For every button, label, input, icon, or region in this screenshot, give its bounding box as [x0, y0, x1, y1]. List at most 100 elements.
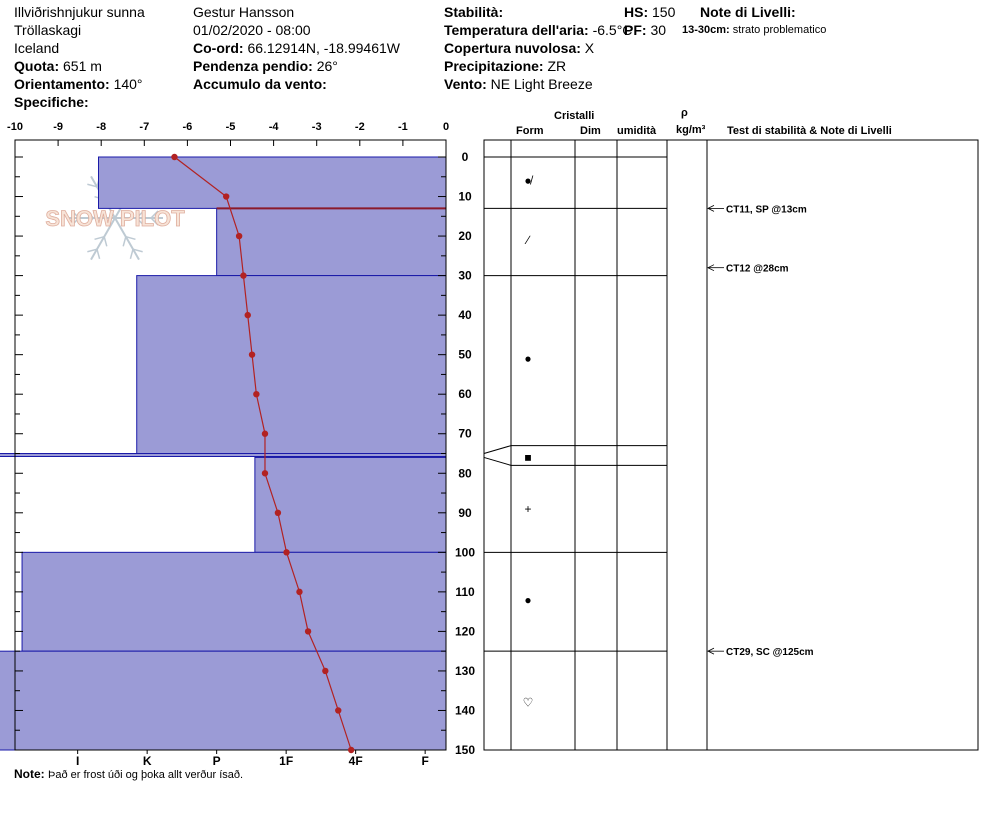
temp-tick-label: -5 [226, 121, 236, 133]
temperature-line [174, 156, 352, 751]
grain-form-symbol: ♡ [523, 696, 534, 710]
hs-value: 150 [652, 4, 676, 20]
note-livelli-label: Note di Livelli: [700, 4, 796, 20]
depth-tick-label: 0 [462, 150, 469, 164]
layer-columns: ●̸ ∕ ● ■ + ● ♡ CT11, SP @13cm CT12 @28cm CT29, SC… [483, 139, 979, 751]
depth-tick-label: 110 [455, 585, 475, 599]
snowflake-branch [94, 235, 105, 241]
thin-layer-connector [483, 456, 512, 466]
col-form: Form [516, 125, 544, 137]
depth-tick-label: 120 [455, 624, 475, 638]
snowflake-branch [85, 210, 94, 219]
depth-tick-label: 10 [458, 190, 472, 204]
thin-layer-connector [483, 445, 512, 454]
snowflake-branch [136, 217, 145, 226]
vento-value: NE Light Breeze [490, 76, 593, 92]
temp-label: Temperatura dell'aria: [444, 22, 589, 38]
note-text: Það er frost úði og þoka allt verður ísa… [48, 769, 244, 781]
copertura-value: X [584, 40, 595, 56]
layer-note: 13-30cm: strato problematico [682, 25, 826, 36]
grain-form-symbol: ●̸ [524, 174, 533, 188]
grain-form-symbol: ■ [524, 450, 531, 464]
snowflake-branch [96, 248, 101, 260]
temperature-point [244, 311, 251, 319]
layer-note-range: 13-30cm: [682, 24, 730, 36]
hardness-layer [0, 650, 447, 751]
depth-tick-label: 70 [458, 427, 472, 441]
wind: Vento: NE Light Breeze [444, 77, 593, 91]
precip-value: ZR [547, 58, 567, 74]
temperature-point [296, 588, 303, 596]
precipitation: Precipitazione: ZR [444, 59, 566, 73]
temperature-point [235, 232, 243, 240]
note-label: Note: [14, 767, 45, 781]
temperature-point [274, 509, 282, 516]
hardness-layer [254, 456, 447, 553]
cloud-cover: Copertura nuvolosa: X [444, 41, 594, 55]
hardness-tick-label: I [76, 754, 79, 768]
footer-note: Note: Það er frost úði og þoka allt verð… [14, 768, 243, 781]
temp-tick-label: -6 [183, 121, 193, 133]
snowflake-branch [87, 183, 98, 188]
pf-label: PF: [624, 22, 647, 38]
aspect: Orientamento: 140° [14, 77, 143, 91]
snowflake-branch [122, 236, 127, 247]
temperature-point [283, 549, 290, 556]
observation-datetime: 01/02/2020 - 08:00 [193, 22, 311, 38]
temp-tick-label: -10 [7, 121, 23, 133]
temp-tick-label: -4 [269, 121, 280, 133]
hardness-tick-label: 1F [279, 754, 293, 768]
snowflake-branch [71, 217, 80, 226]
temp-tick-label: -7 [139, 121, 149, 133]
quota-label: Quota: [14, 58, 60, 74]
snowflake-arm [90, 217, 116, 261]
temperature-point [347, 746, 355, 754]
col-umidita: umidità [617, 125, 657, 137]
stability-test-label: CT12 @28cm [726, 264, 789, 275]
test-arrow-head [707, 647, 715, 655]
right-frame [483, 139, 979, 751]
coord-value: 66.12914N, -18.99461W [247, 40, 400, 56]
grain-form-symbol: ● [524, 593, 531, 607]
pendenza-label: Pendenza pendio: [193, 58, 313, 74]
country-name: Iceland [14, 40, 60, 56]
depth-tick-label: 40 [458, 308, 472, 322]
hardness-layer [0, 453, 447, 457]
grain-form-symbol: + [524, 502, 531, 516]
region-name: Tröllaskagi [14, 22, 82, 38]
col-cristalli: Cristalli [554, 110, 595, 122]
pf-value: 30 [650, 22, 667, 38]
vento-label: Vento: [444, 76, 487, 92]
snowflake-branch [150, 217, 159, 226]
col-tests-notes: Test di stabilità & Note di Livelli [727, 125, 892, 137]
temperature-point [253, 391, 260, 398]
elevation: Quota: 651 m [14, 59, 102, 73]
temp-tick-label: -9 [53, 121, 63, 133]
depth-tick-label: 100 [455, 545, 475, 559]
temperature-point [261, 430, 269, 437]
slope-angle: Pendenza pendio: 26° [193, 59, 338, 73]
temperature-point [240, 272, 247, 279]
stability-test-label: CT11, SP @13cm [726, 204, 807, 215]
layer-note-text: strato problematico [732, 24, 827, 36]
precip-label: Precipitazione: [444, 58, 544, 74]
temp-tick-label: -2 [355, 121, 365, 133]
snowflake-branch [129, 248, 134, 260]
coord-label: Co-ord: [193, 40, 244, 56]
depth-tick-label: 60 [458, 387, 472, 401]
stabilita-label: Stabilità: [444, 4, 504, 20]
hardness-tick-label: 4F [349, 754, 363, 768]
depth-tick-label: 80 [458, 466, 472, 480]
orient-value: 140° [113, 76, 143, 92]
hs-label: HS: [624, 4, 649, 20]
temperature-point [222, 193, 230, 200]
coordinates: Co-ord: 66.12914N, -18.99461W [193, 41, 400, 55]
depth-tick-label: 30 [458, 269, 472, 283]
location-name: Illviðrishnjukur sunna [14, 4, 145, 20]
hardness-layers [0, 156, 447, 751]
temp-tick-label: -1 [398, 121, 408, 133]
hardness-layer [136, 275, 447, 454]
temp-tick-label: -8 [96, 121, 106, 133]
col-density-unit: kg/m³ [676, 124, 706, 136]
